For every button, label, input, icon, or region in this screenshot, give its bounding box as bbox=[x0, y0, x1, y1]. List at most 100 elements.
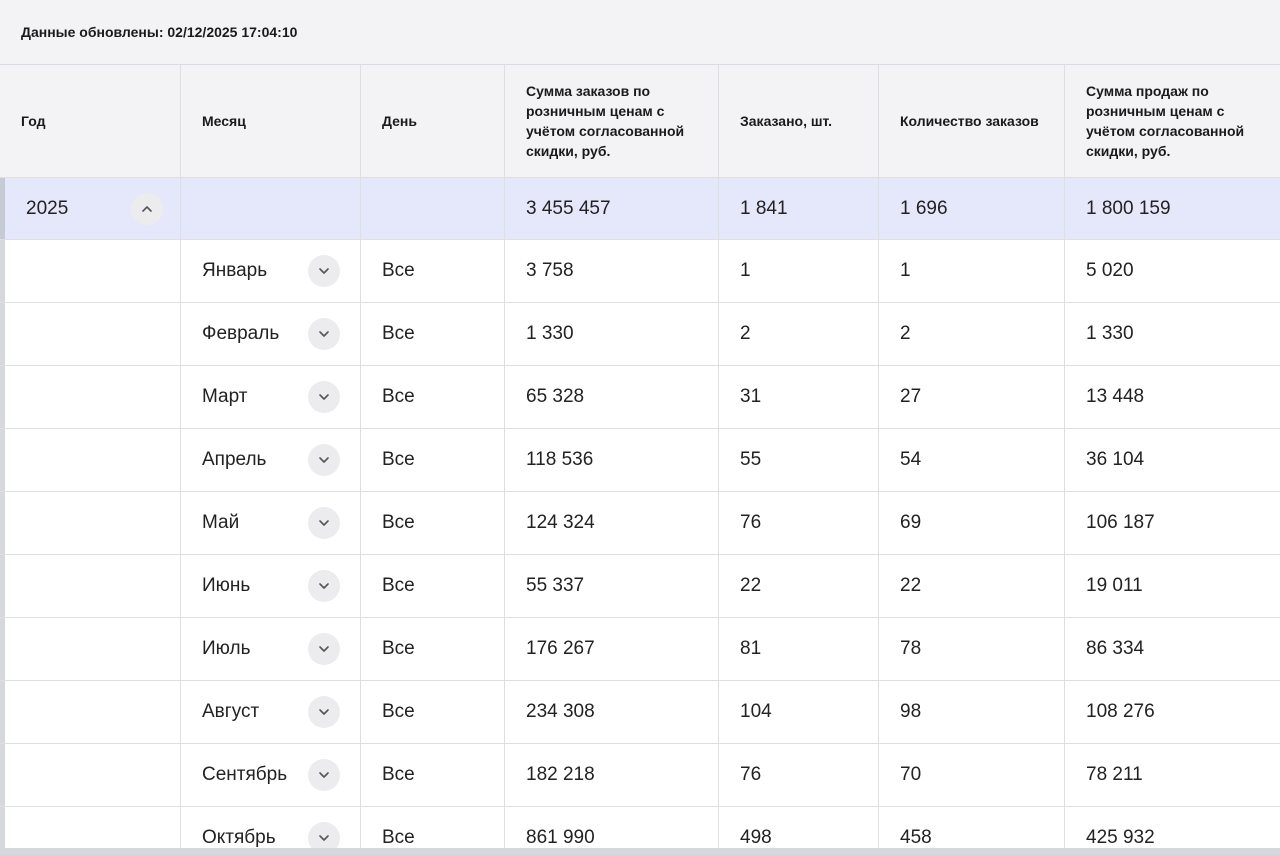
sales-sum-cell: 86 334 bbox=[1086, 638, 1145, 659]
order-count-cell: 78 bbox=[879, 618, 1065, 680]
day-cell: Все bbox=[361, 807, 505, 855]
collapse-year-button[interactable] bbox=[131, 192, 163, 225]
order-sum-cell: 176 267 bbox=[505, 618, 719, 680]
sales-sum-cell: 19 011 bbox=[1086, 575, 1143, 596]
data-updated-status: Данные обновлены: 02/12/2025 17:04:10 bbox=[0, 0, 1280, 65]
column-header-ordered-units[interactable]: Заказано, шт. bbox=[719, 65, 879, 177]
expand-month-button[interactable] bbox=[308, 759, 340, 791]
sales-sum-cell: 1 330 bbox=[1086, 323, 1134, 344]
month-cell: Август bbox=[181, 681, 361, 743]
month-year-cell bbox=[0, 366, 181, 428]
order-count-cell: 27 bbox=[879, 366, 1065, 428]
ordered-units-cell: 104 bbox=[719, 681, 879, 743]
column-header-order-sum[interactable]: Сумма заказов по розничным ценам с учёто… bbox=[505, 65, 719, 177]
expand-month-button[interactable] bbox=[308, 318, 340, 350]
order-sum-cell: 65 328 bbox=[505, 366, 719, 428]
sales-sum-cell: 36 104 bbox=[1086, 449, 1145, 470]
ordered-units-cell: 55 bbox=[719, 429, 879, 491]
order-sum-cell: 118 536 bbox=[505, 429, 719, 491]
sales-sum-cell: 5 020 bbox=[1086, 260, 1134, 281]
column-header-month[interactable]: Месяц bbox=[181, 65, 361, 177]
month-year-cell bbox=[0, 240, 181, 302]
ordered-units-cell: 498 bbox=[719, 807, 879, 855]
chevron-down-icon bbox=[319, 583, 329, 589]
order-count-cell: 458 bbox=[879, 807, 1065, 855]
ordered-units-cell: 81 bbox=[719, 618, 879, 680]
month-cell: Сентябрь bbox=[181, 744, 361, 806]
month-year-cell bbox=[0, 618, 181, 680]
chevron-down-icon bbox=[319, 772, 329, 778]
year-value: 2025 bbox=[26, 197, 69, 219]
table-row-10[interactable]: Октябрь Все 861 990 498 458 425 932 bbox=[0, 807, 1280, 855]
year-day-cell bbox=[361, 178, 505, 239]
month-year-cell bbox=[0, 744, 181, 806]
chevron-up-icon bbox=[142, 205, 152, 212]
day-cell: Все bbox=[361, 618, 505, 680]
month-name: Июль bbox=[202, 638, 251, 659]
order-sum-cell: 182 218 bbox=[505, 744, 719, 806]
month-name: Август bbox=[202, 701, 260, 722]
chevron-down-icon bbox=[319, 835, 329, 841]
year-cell: 2025 bbox=[0, 178, 181, 239]
table-row-4[interactable]: Апрель Все 118 536 55 54 36 104 bbox=[0, 429, 1280, 492]
table-row-8[interactable]: Август Все 234 308 104 98 108 276 bbox=[0, 681, 1280, 744]
order-count-cell: 69 bbox=[879, 492, 1065, 554]
expand-month-button[interactable] bbox=[308, 507, 340, 539]
month-name: Апрель bbox=[202, 449, 267, 470]
month-rows: Январь Все 3 758 1 1 5 020 Февраль Все 1… bbox=[0, 240, 1280, 855]
order-sum-cell: 1 330 bbox=[505, 303, 719, 365]
table-row-3[interactable]: Март Все 65 328 31 27 13 448 bbox=[0, 366, 1280, 429]
month-year-cell bbox=[0, 681, 181, 743]
month-cell: Январь bbox=[181, 240, 361, 302]
sales-sum-cell: 108 276 bbox=[1086, 701, 1155, 722]
horizontal-scrollbar[interactable] bbox=[0, 848, 1280, 855]
table-row-9[interactable]: Сентябрь Все 182 218 76 70 78 211 bbox=[0, 744, 1280, 807]
month-year-cell bbox=[0, 303, 181, 365]
ordered-units-cell: 1 bbox=[719, 240, 879, 302]
day-cell: Все bbox=[361, 429, 505, 491]
month-year-cell bbox=[0, 429, 181, 491]
sales-sum-cell: 13 448 bbox=[1086, 386, 1145, 407]
column-header-year[interactable]: Год bbox=[0, 65, 181, 177]
month-cell: Июль bbox=[181, 618, 361, 680]
month-name: Июнь bbox=[202, 575, 251, 596]
expand-month-button[interactable] bbox=[308, 696, 340, 728]
column-header-sales-sum[interactable]: Сумма продаж по розничным ценам с учётом… bbox=[1086, 83, 1245, 159]
month-name: Октябрь bbox=[202, 827, 276, 848]
chevron-down-icon bbox=[319, 394, 329, 400]
day-cell: Все bbox=[361, 240, 505, 302]
order-count-cell: 1 bbox=[879, 240, 1065, 302]
day-cell: Все bbox=[361, 555, 505, 617]
day-cell: Все bbox=[361, 744, 505, 806]
ordered-units-cell: 31 bbox=[719, 366, 879, 428]
month-name: Январь bbox=[202, 260, 268, 281]
order-count-cell: 22 bbox=[879, 555, 1065, 617]
month-cell: Апрель bbox=[181, 429, 361, 491]
expand-month-button[interactable] bbox=[308, 255, 340, 287]
table-row-2[interactable]: Февраль Все 1 330 2 2 1 330 bbox=[0, 303, 1280, 366]
expand-month-button[interactable] bbox=[308, 570, 340, 602]
column-header-order-count[interactable]: Количество заказов bbox=[879, 65, 1065, 177]
table-header-row: Год Месяц День Сумма заказов по розничны… bbox=[0, 65, 1280, 178]
ordered-units-cell: 76 bbox=[719, 492, 879, 554]
month-name: Февраль bbox=[202, 323, 280, 344]
table-row-6[interactable]: Июнь Все 55 337 22 22 19 011 bbox=[0, 555, 1280, 618]
year-order-sum: 3 455 457 bbox=[505, 178, 719, 239]
expand-month-button[interactable] bbox=[308, 633, 340, 665]
day-cell: Все bbox=[361, 366, 505, 428]
chevron-down-icon bbox=[319, 520, 329, 526]
ordered-units-cell: 22 bbox=[719, 555, 879, 617]
column-header-day[interactable]: День bbox=[361, 65, 505, 177]
table-row-5[interactable]: Май Все 124 324 76 69 106 187 bbox=[0, 492, 1280, 555]
year-row[interactable]: 2025 3 455 457 1 841 1 696 1 800 159 bbox=[0, 178, 1280, 240]
order-count-cell: 2 bbox=[879, 303, 1065, 365]
table-row-1[interactable]: Январь Все 3 758 1 1 5 020 bbox=[0, 240, 1280, 303]
sales-sum-cell: 106 187 bbox=[1086, 512, 1155, 533]
chevron-down-icon bbox=[319, 709, 329, 715]
expand-month-button[interactable] bbox=[308, 444, 340, 476]
ordered-units-cell: 2 bbox=[719, 303, 879, 365]
table-row-7[interactable]: Июль Все 176 267 81 78 86 334 bbox=[0, 618, 1280, 681]
expand-month-button[interactable] bbox=[308, 381, 340, 413]
order-count-cell: 54 bbox=[879, 429, 1065, 491]
report-table: Год Месяц День Сумма заказов по розничны… bbox=[0, 65, 1280, 855]
